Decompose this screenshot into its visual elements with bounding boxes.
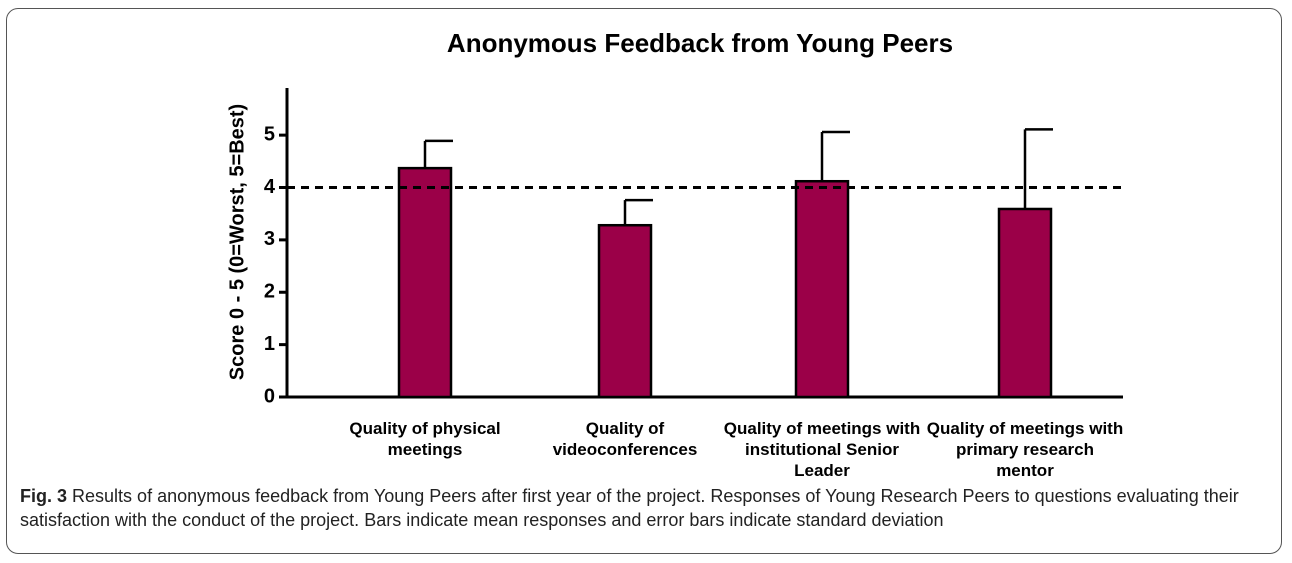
y-tick-label: 0 [264, 385, 275, 407]
y-tick-label: 4 [264, 176, 276, 198]
bar [397, 166, 453, 399]
y-tick-label: 2 [264, 281, 275, 303]
y-tick-label: 1 [264, 333, 275, 355]
x-tick-label: Quality of videoconferences [552, 419, 698, 459]
bar [997, 207, 1053, 399]
x-tick-label: Quality of meetings with institutional S… [723, 419, 921, 480]
frame [6, 8, 1282, 554]
bar [597, 223, 653, 399]
bar [794, 179, 850, 399]
y-tick-label: 5 [264, 123, 275, 145]
x-tick-label: Quality of meetings with primary researc… [926, 419, 1124, 480]
y-axis-label: Score 0 - 5 (0=Worst, 5=Best) [226, 104, 248, 380]
caption-text: Results of anonymous feedback from Young… [20, 486, 1239, 530]
caption-label: Fig. 3 [20, 486, 68, 506]
y-tick-label: 3 [264, 228, 275, 250]
x-tick-label: Quality of physical meetings [349, 419, 501, 459]
chart-title: Anonymous Feedback from Young Peers [447, 28, 953, 58]
caption: Fig. 3 Results of anonymous feedback fro… [20, 484, 1270, 532]
